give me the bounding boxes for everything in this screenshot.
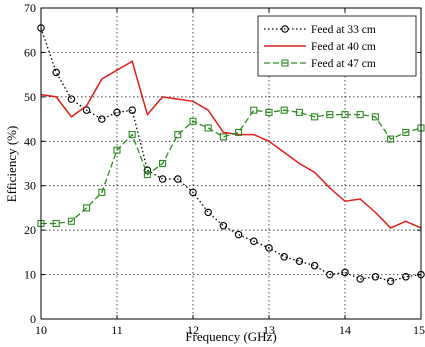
- y-tick-labels: 0 10 20 30 40 50 60 70: [24, 1, 36, 326]
- legend-label: Feed at 33 cm: [311, 24, 376, 36]
- y-tick-label: 20: [24, 223, 36, 237]
- x-tick-label: 12: [187, 323, 199, 337]
- series-3-point: [67, 217, 75, 225]
- plot-frame: [40, 7, 422, 320]
- series-1-point: [280, 253, 288, 261]
- series-3-point: [52, 219, 60, 228]
- legend: Feed at 33 cm Feed at 40 cm Feed at 47 cm: [257, 15, 417, 77]
- series-1-point: [189, 188, 197, 197]
- series-3-point: [83, 204, 91, 212]
- series-1-point: [204, 208, 212, 217]
- series-3-point: [159, 159, 167, 168]
- series-1-point: [250, 237, 258, 246]
- y-tick-label: 70: [24, 1, 36, 15]
- series-2: [40, 60, 422, 229]
- series-3-point: [250, 106, 258, 114]
- series-1-point: [310, 261, 319, 270]
- series-3-point: [356, 111, 364, 119]
- series-3-point: [371, 113, 379, 121]
- series-3-point: [402, 128, 410, 136]
- series-1-point: [386, 277, 395, 285]
- series-3-point: [387, 135, 395, 143]
- series-1-point: [265, 244, 273, 252]
- x-axis-title: Frequency (GHz): [185, 329, 276, 344]
- series-1-point: [128, 106, 136, 114]
- series-1-point: [356, 275, 364, 283]
- series-3-point: [295, 108, 303, 116]
- series-1-point: [113, 108, 121, 117]
- series-1: [37, 24, 425, 285]
- legend-marker: [281, 59, 289, 67]
- series-3-point: [280, 106, 288, 114]
- legend-item: Feed at 33 cm: [264, 24, 376, 36]
- axis-ticks: [40, 7, 422, 320]
- series-1-point: [98, 115, 106, 123]
- series-3-point: [235, 128, 243, 136]
- series-1-point: [158, 175, 167, 183]
- y-tick-label: 60: [24, 45, 36, 59]
- series-3-point: [113, 146, 121, 154]
- series-3-point: [265, 108, 273, 116]
- series-1-point: [82, 106, 91, 114]
- series-3-point: [219, 133, 227, 141]
- series-1-point: [67, 95, 76, 103]
- y-axis-title: Efficiency (%): [4, 126, 19, 203]
- series-3-point: [189, 117, 197, 125]
- series-1-point: [174, 175, 182, 183]
- legend-item: Feed at 47 cm: [264, 58, 376, 70]
- legend-label: Feed at 47 cm: [311, 58, 376, 70]
- series-1-point: [341, 268, 349, 277]
- series-3-point: [204, 124, 212, 132]
- x-tick-label: 13: [263, 323, 275, 337]
- y-tick-label: 50: [24, 90, 36, 104]
- x-tick-label: 14: [339, 323, 351, 337]
- series-3-point: [143, 171, 151, 179]
- series-1-point: [326, 270, 334, 279]
- series-3-point: [98, 188, 106, 196]
- series-3-point: [128, 131, 136, 139]
- y-tick-label: 40: [24, 134, 36, 148]
- series-1-point: [234, 230, 243, 239]
- legend-item: Feed at 40 cm: [264, 41, 376, 53]
- legend-marker: [281, 25, 289, 33]
- x-tick-label: 15: [413, 323, 425, 337]
- series-2-line: [40, 60, 422, 229]
- x-tick-labels: 10 11 12 13 14 15: [35, 323, 425, 337]
- x-tick-label: 11: [111, 323, 123, 337]
- series-1-point: [52, 68, 60, 77]
- y-tick-label: 0: [30, 312, 36, 326]
- series-1-point: [219, 221, 228, 230]
- series-3-point: [174, 131, 182, 139]
- series-1-point: [402, 273, 410, 281]
- x-tick-label: 10: [35, 323, 47, 337]
- series-1-point: [371, 273, 380, 281]
- series-3-point: [341, 111, 349, 119]
- series-3-point: [326, 111, 334, 119]
- y-tick-label: 30: [24, 179, 36, 193]
- y-tick-label: 10: [24, 268, 36, 282]
- series-3-point: [311, 113, 319, 121]
- series-layer: [37, 24, 425, 285]
- legend-label: Feed at 40 cm: [311, 41, 376, 53]
- series-1-point: [295, 257, 304, 265]
